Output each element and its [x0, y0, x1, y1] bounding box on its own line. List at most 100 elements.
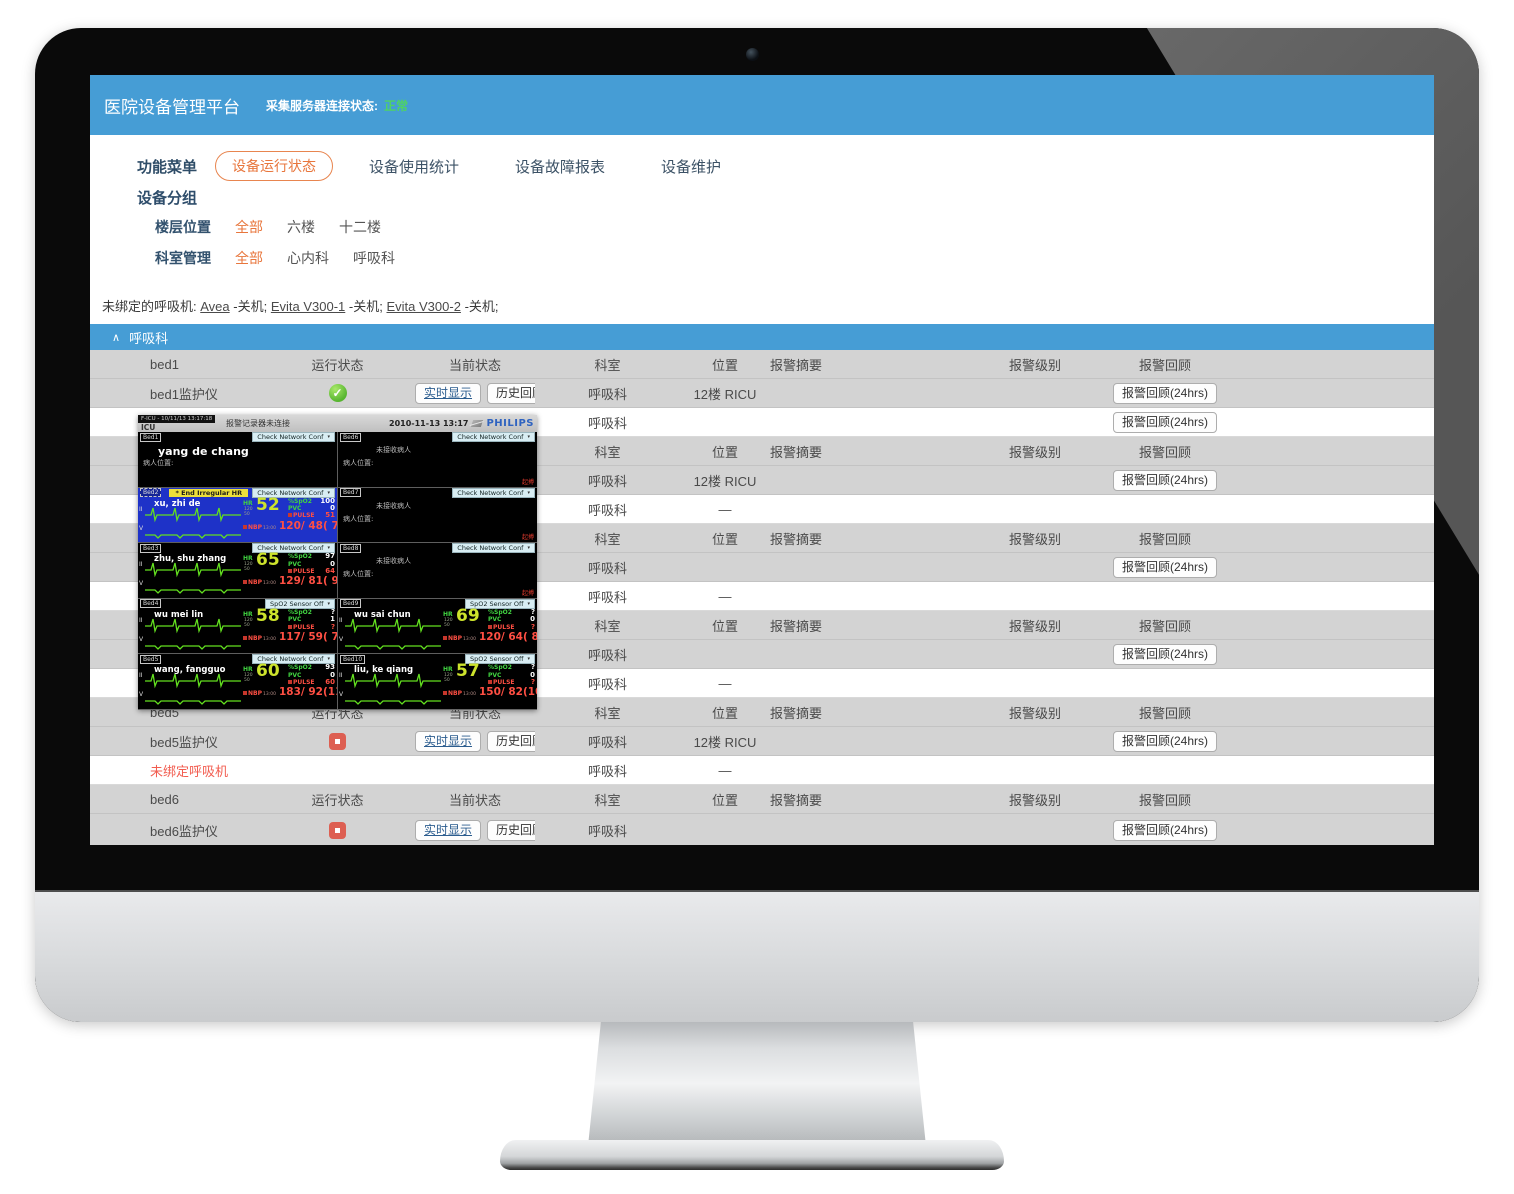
alarm-review-24h-button[interactable]: 报警回顾(24hrs): [1112, 411, 1217, 433]
tile-dropdown[interactable]: Check Network Conf ▾: [252, 654, 335, 665]
alarm-review-24h-button[interactable]: 报警回顾(24hrs): [1112, 556, 1217, 578]
spo2-row: %SpO2?: [488, 663, 535, 671]
patient-name: yang de chang: [158, 445, 249, 458]
col-alarm-review: 报警回顾: [1138, 705, 1191, 721]
chevron-down-icon: ▾: [327, 434, 330, 440]
history-review-button[interactable]: 历史回顾: [487, 382, 535, 404]
tab-maintenance[interactable]: 设备维护: [661, 158, 722, 176]
bed-tile-header: Bed3 Check Network Conf ▾: [138, 543, 337, 554]
realtime-display-button[interactable]: 实时显示: [415, 730, 482, 752]
filter-dept-respiratory[interactable]: 呼吸科: [353, 250, 395, 266]
tile-dropdown[interactable]: Check Network Conf ▾: [252, 543, 335, 554]
pacing-label: 起搏: [521, 534, 534, 542]
history-review-button[interactable]: 历史回顾: [487, 730, 535, 752]
pulse-label: PULSE: [288, 512, 315, 519]
tab-device-run-status[interactable]: 设备运行状态: [215, 151, 334, 181]
popup-room-label: ICU: [141, 423, 156, 432]
realtime-display-button[interactable]: 实时显示: [415, 382, 482, 404]
position-value: 12楼 RICU: [693, 734, 757, 750]
filter-floor: 楼层位置 全部 六楼 十二楼: [90, 216, 1434, 238]
bed-tile: Bed1 Check Network Conf ▾ yang de chang 病人位置…: [138, 432, 337, 487]
lead-label: V: [139, 691, 144, 699]
lead-label: V: [139, 580, 144, 588]
nbp-label: NBP: [243, 635, 262, 642]
lead-label: V: [339, 691, 344, 699]
section-header-respiratory[interactable]: ∧ 呼吸科: [90, 324, 1434, 350]
webcam-dot: [746, 48, 759, 61]
monitor-stand-neck: [588, 1016, 926, 1146]
pvc-row: PVC 1: [288, 615, 335, 624]
filter-floor-all[interactable]: 全部: [235, 219, 263, 235]
filter-floor-6[interactable]: 六楼: [287, 219, 315, 235]
hr-limits: 120 50: [244, 673, 253, 684]
filter-dept-cardiology[interactable]: 心内科: [287, 250, 329, 266]
realtime-monitor-popup: F-ICU - 10/11/13 13:17:18 ICU 报警记录器未连接 2…: [138, 415, 537, 710]
alarm-review-24h-button[interactable]: 报警回顾(24hrs): [1112, 469, 1217, 491]
tile-dropdown[interactable]: SpO2 Sensor Off ▾: [464, 598, 535, 609]
nbp-label: NBP: [443, 635, 462, 642]
unbound-link-evita2[interactable]: Evita V300-2: [386, 299, 461, 314]
col-alarm-review: 报警回顾: [1138, 444, 1191, 460]
vitals-block: HR 120 50 65 %SpO2 97 PVC 0 PULSE 64 NBP 13:00 129/ …: [243, 550, 337, 598]
mini-vitals: %SpO2? PVC 0 PULSE?: [488, 608, 535, 631]
pvc-value: 1: [330, 615, 335, 624]
department-value: 呼吸科: [587, 473, 627, 489]
pulse-value: ?: [530, 622, 535, 631]
alarm-review-24h-button[interactable]: 报警回顾(24hrs): [1112, 820, 1217, 841]
tile-dropdown[interactable]: SpO2 Sensor Off ▾: [464, 654, 535, 665]
bed-label: Bed4: [140, 599, 162, 609]
bed-label: Bed10: [340, 654, 366, 664]
alarm-review-24h-button[interactable]: 报警回顾(24hrs): [1112, 730, 1217, 752]
lead-label: V: [339, 635, 344, 643]
filter-department-label: 科室管理: [155, 250, 211, 266]
pulse-icon: [488, 680, 492, 685]
pvc-value: 0: [330, 670, 335, 679]
history-review-button[interactable]: 历史回顾: [487, 820, 535, 841]
filter-floor-12[interactable]: 十二楼: [339, 219, 381, 235]
collapse-icon[interactable]: ∧: [112, 331, 121, 344]
col-alarm-review: 报警回顾: [1138, 792, 1191, 808]
table-row: bed5监护仪 实时显示历史回顾 呼吸科 12楼 RICU 报警回顾(24hrs): [90, 727, 1434, 756]
mini-vitals: %SpO2? PVC 1 PULSE?: [288, 608, 335, 631]
realtime-display-button[interactable]: 实时显示: [415, 820, 482, 841]
nbp-icon: [243, 635, 247, 640]
hr-value: 57: [456, 661, 480, 682]
lead-label: II: [339, 616, 343, 624]
recorder-icon: [471, 420, 484, 427]
unbound-link-evita1[interactable]: Evita V300-1: [270, 299, 346, 314]
tile-dropdown[interactable]: Check Network Conf ▾: [452, 487, 535, 498]
resp-row: RESP10: [243, 533, 292, 543]
nbp-value: 120/ 48( 70): [278, 519, 337, 532]
pvc-value: 0: [530, 615, 535, 624]
col-alarm-summary: 报警摘要: [770, 531, 823, 547]
filter-dept-all[interactable]: 全部: [235, 250, 263, 266]
col-position: 位置: [711, 792, 738, 808]
tile-dropdown[interactable]: Check Network Conf ▾: [452, 432, 535, 442]
tile-dropdown[interactable]: Check Network Conf ▾: [252, 432, 335, 442]
chevron-down-icon: ▾: [327, 656, 330, 663]
hr-limits: 120 50: [244, 562, 253, 573]
bed-tile-header: Bed10 SpO2 Sensor Off ▾: [338, 654, 537, 665]
tab-fault-report[interactable]: 设备故障报表: [515, 158, 606, 176]
department-value: 呼吸科: [587, 502, 627, 518]
ecg-waveforms: II V: [139, 664, 241, 708]
alarm-review-cell: 报警回顾(24hrs): [1100, 556, 1230, 578]
patient-name: wang, fangguo: [154, 665, 226, 676]
alarm-review-24h-button[interactable]: 报警回顾(24hrs): [1112, 643, 1217, 665]
pulse-label: PULSE: [288, 624, 315, 631]
bed-tile: Bed4 SpO2 Sensor Off ▾ wu mei lin II V HR 120 50…: [138, 598, 337, 654]
department-value: 呼吸科: [587, 386, 627, 402]
tile-dropdown[interactable]: Check Network Conf ▾: [452, 543, 535, 554]
tab-usage-stats[interactable]: 设备使用统计: [369, 158, 460, 176]
pulse-icon: [288, 513, 292, 518]
tile-dropdown[interactable]: Check Network Conf ▾: [252, 487, 335, 498]
pulse-row: PULSE?: [288, 623, 335, 631]
alarm-review-24h-button[interactable]: 报警回顾(24hrs): [1112, 382, 1217, 404]
spo2-row: %SpO2 93: [288, 663, 335, 671]
pulse-value: 64: [325, 567, 335, 575]
patient-name: xu, zhi de: [154, 498, 201, 509]
unbound-link-avea[interactable]: Avea: [200, 299, 230, 314]
status-running-icon: ✓: [328, 384, 347, 402]
tile-dropdown[interactable]: SpO2 Sensor Off ▾: [264, 598, 335, 609]
device-group-title: 设备分组: [137, 190, 198, 207]
